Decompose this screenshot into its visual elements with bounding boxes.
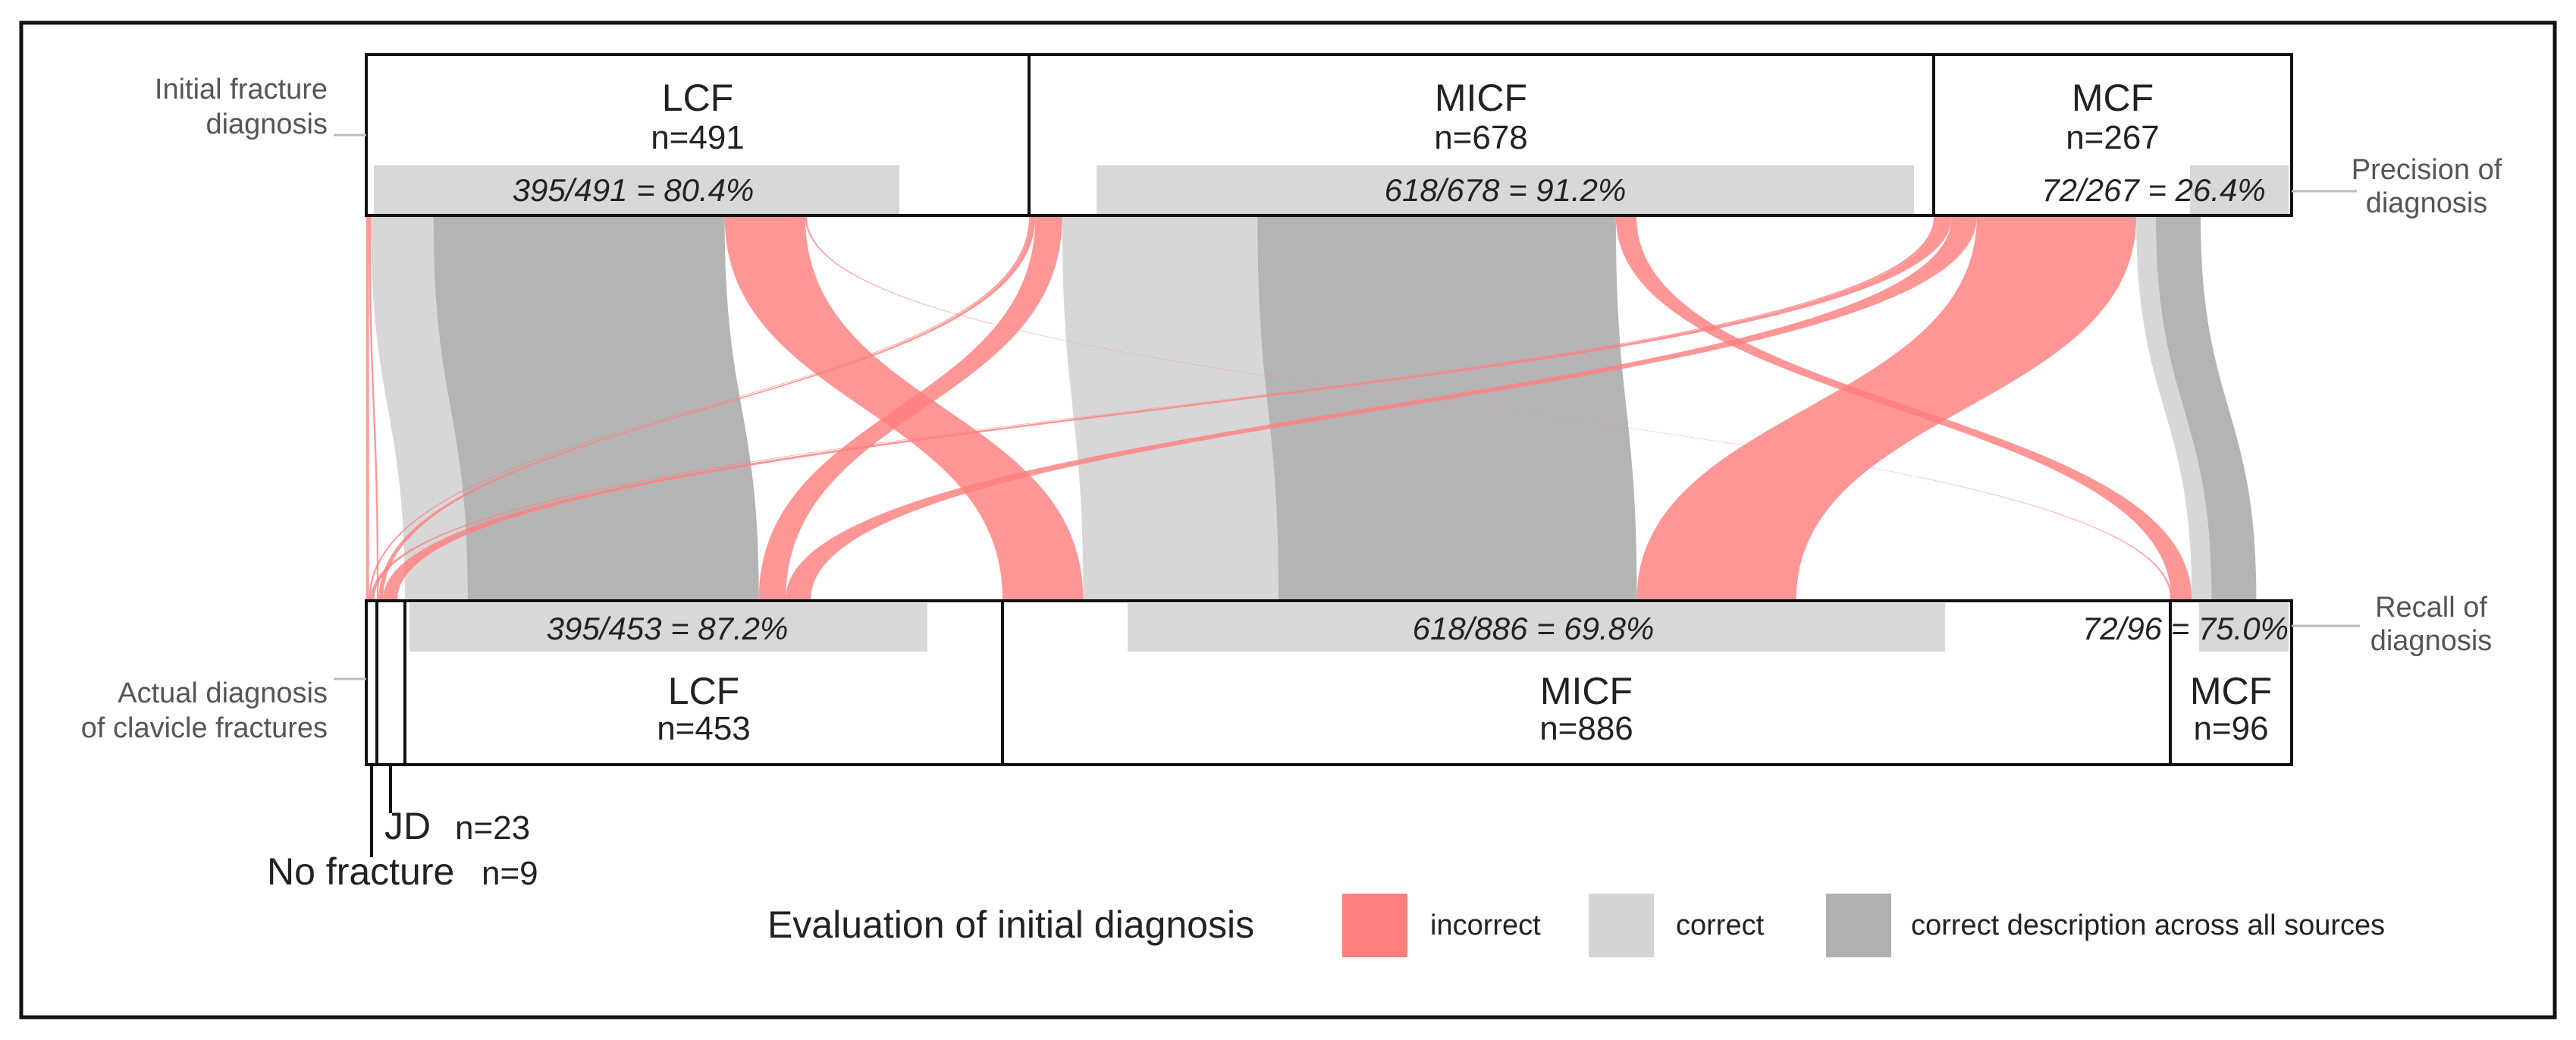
flow-mcf-to-mcf — [2156, 217, 2257, 599]
top-node-lcf-n: n=491 — [651, 119, 745, 156]
bottom-node-lcf-name: LCF — [668, 670, 739, 712]
bottom-node-mcf-name: MCF — [2190, 670, 2272, 712]
bottom-node-no-fracture-name: No fracture — [267, 850, 454, 893]
legend-label-incorrect: incorrect — [1430, 910, 1541, 941]
flow-micf-to-lcf — [758, 217, 1062, 599]
recall-label-line1: Recall of — [2375, 592, 2487, 624]
flow-mcf-to-jd — [383, 217, 1952, 599]
top-node-mcf-n: n=267 — [2066, 119, 2160, 156]
legend-label-correct-all: correct description across all sources — [1911, 910, 2385, 941]
flow-mcf-to-micf — [1636, 217, 2137, 599]
precision-bar-micf — [1097, 165, 1914, 214]
legend-title: Evaluation of initial diagnosis — [767, 903, 1254, 946]
bottom-node-lcf-n: n=453 — [657, 710, 751, 747]
recall-bar-micf — [1128, 603, 1945, 652]
top-axis-label-line1: Initial fracture — [155, 74, 328, 105]
top-node-lcf-name: LCF — [662, 77, 733, 119]
flow-lcf-to-lcf — [433, 217, 759, 599]
precision-bar-lcf — [374, 165, 899, 214]
bottom-node-jd-n: n=23 — [455, 809, 530, 847]
flow-micf-to-micf — [1257, 217, 1637, 599]
bottom-nodes — [365, 599, 2293, 766]
recall-bar-mcf — [2199, 603, 2289, 652]
recall-bar-lcf — [409, 603, 927, 652]
precision-bar-mcf — [2190, 165, 2289, 214]
flow-lcf-to-jd — [369, 217, 379, 599]
legend-label-correct: correct — [1676, 910, 1765, 941]
flow-layer — [366, 217, 2257, 599]
top-node-lcf-precision: 395/491 = 80.4% — [513, 172, 755, 208]
flow-mcf-to-mcf — [2136, 217, 2212, 599]
legend: Evaluation of initial diagnosis incorrec… — [767, 894, 2385, 957]
flow-lcf-to-mcf — [805, 217, 2173, 599]
bottom-node-lcf-recall: 395/453 = 87.2% — [547, 611, 789, 646]
flow-lcf-to-no-fracture — [366, 217, 369, 599]
top-node-mcf-precision: 72/267 = 26.4% — [2041, 172, 2265, 208]
bottom-node-mcf-n: n=96 — [2193, 710, 2268, 747]
top-node-mcf-name: MCF — [2072, 77, 2154, 119]
top-node-micf-name: MICF — [1435, 77, 1527, 119]
recall-label-line2: diagnosis — [2370, 625, 2493, 657]
top-node-micf-n: n=678 — [1434, 119, 1528, 156]
flow-micf-to-jd — [378, 217, 1036, 599]
flow-lcf-to-lcf — [370, 217, 468, 599]
bottom-axis-label-line2: of clavicle fractures — [81, 712, 328, 744]
flow-mcf-to-lcf — [786, 217, 1977, 599]
top-node-micf-precision: 618/678 = 91.2% — [1385, 172, 1627, 208]
top-axis-label-line2: diagnosis — [206, 108, 328, 140]
bottom-axis-label-line1: Actual diagnosis — [118, 677, 328, 709]
bottom-node-mcf — [2169, 599, 2293, 766]
legend-swatch-correct — [1589, 894, 1654, 957]
bottom-node-micf-n: n=886 — [1539, 710, 1633, 747]
precision-label-line1: Precision of — [2352, 154, 2502, 186]
bottom-node-mcf-recall: 72/96 = 75.0% — [2082, 611, 2289, 646]
bottom-node-no-fracture-n: n=9 — [482, 855, 538, 892]
bottom-node-micf-recall: 618/886 = 69.8% — [1413, 611, 1655, 646]
legend-swatch-incorrect — [1342, 894, 1407, 957]
legend-swatch-correct-all — [1826, 894, 1891, 957]
top-node-mcf — [1932, 53, 2293, 217]
ratio-bar-layer — [374, 165, 2289, 652]
precision-label-line2: diagnosis — [2366, 187, 2488, 219]
flow-micf-to-no-fracture — [369, 217, 1031, 599]
flow-mcf-to-no-fracture — [370, 217, 1937, 599]
bottom-node-jd-name: JD — [384, 805, 431, 847]
bottom-node-micf-name: MICF — [1540, 670, 1633, 712]
